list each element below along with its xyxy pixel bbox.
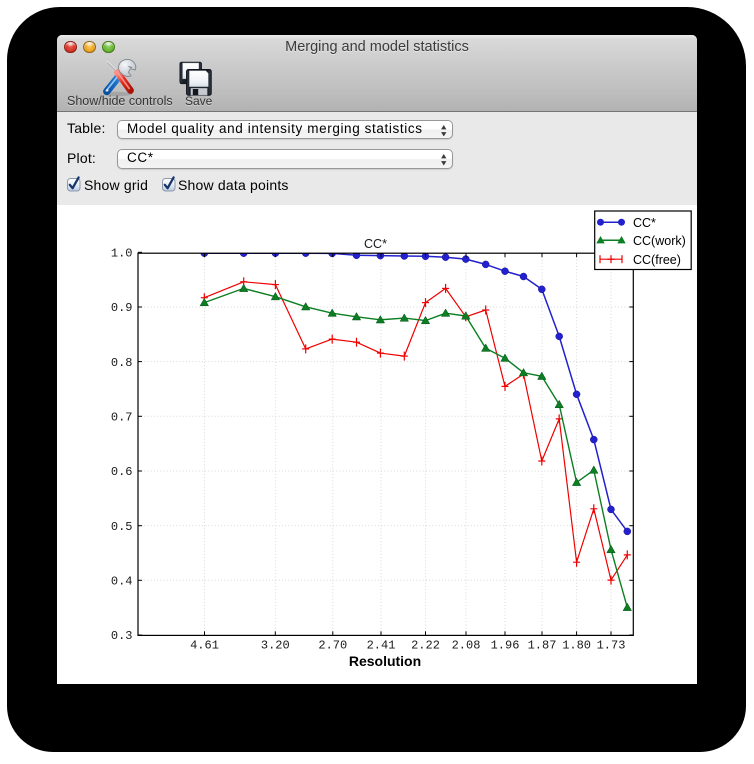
svg-text:2.70: 2.70 [318, 639, 347, 653]
svg-text:1.87: 1.87 [528, 639, 557, 653]
svg-text:Resolution: Resolution [349, 653, 421, 669]
svg-text:3.20: 3.20 [261, 639, 290, 653]
svg-text:CC*: CC* [364, 237, 387, 251]
svg-text:2.08: 2.08 [452, 639, 481, 653]
svg-text:2.41: 2.41 [367, 639, 396, 653]
svg-text:2.22: 2.22 [411, 639, 440, 653]
svg-text:0.8: 0.8 [111, 356, 133, 370]
svg-text:0.6: 0.6 [111, 465, 133, 479]
svg-text:CC*: CC* [633, 216, 656, 230]
svg-text:0.4: 0.4 [111, 575, 133, 589]
svg-text:1.73: 1.73 [597, 639, 626, 653]
svg-text:CC(work): CC(work) [633, 234, 686, 248]
svg-text:1.96: 1.96 [491, 639, 520, 653]
svg-text:4.61: 4.61 [190, 639, 219, 653]
svg-text:0.5: 0.5 [111, 520, 133, 534]
svg-text:0.3: 0.3 [111, 629, 133, 643]
svg-text:0.7: 0.7 [111, 411, 133, 425]
svg-text:1.0: 1.0 [111, 247, 133, 261]
svg-text:CC(free): CC(free) [633, 253, 681, 267]
svg-text:0.9: 0.9 [111, 301, 133, 315]
svg-text:1.80: 1.80 [562, 639, 591, 653]
